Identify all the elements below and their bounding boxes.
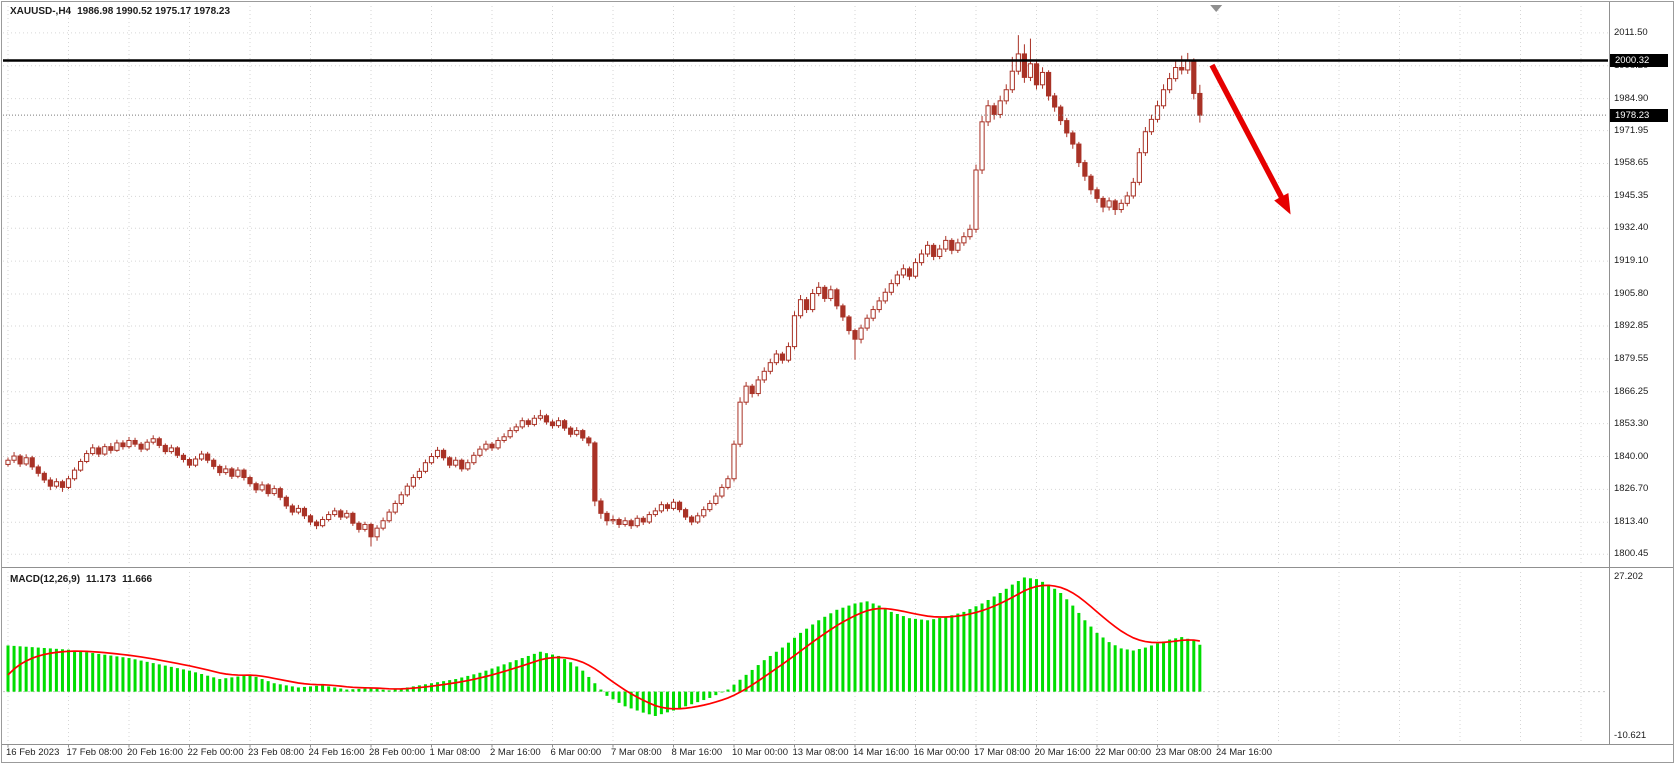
time-tick-label: 17 Mar 08:00 bbox=[974, 747, 1030, 758]
price-tick-label: 1971.95 bbox=[1614, 124, 1649, 136]
time-tick-label: 13 Mar 08:00 bbox=[792, 747, 849, 758]
macd-signal-value: 11.666 bbox=[122, 574, 153, 585]
panel-separators bbox=[2, 2, 1673, 745]
price-tick-label: 1892.85 bbox=[1614, 319, 1649, 331]
price-tick-label: 1826.70 bbox=[1614, 483, 1649, 495]
time-tick-label: 23 Mar 08:00 bbox=[1155, 747, 1212, 758]
price-tick-label: 1905.80 bbox=[1614, 288, 1649, 299]
hline-price-tag: 2000.32 bbox=[1610, 54, 1668, 68]
time-tick-label: 7 Mar 08:00 bbox=[611, 747, 662, 758]
candlestick-series bbox=[5, 35, 1203, 547]
time-tick-label: 22 Feb 00:00 bbox=[187, 747, 244, 758]
time-tick-label: 20 Mar 16:00 bbox=[1034, 747, 1091, 758]
price-tick-label: 1984.90 bbox=[1614, 92, 1649, 104]
time-tick-label: 10 Mar 00:00 bbox=[732, 747, 788, 758]
price-tick-label: 2011.50 bbox=[1614, 26, 1648, 38]
time-tick-label: 24 Feb 16:00 bbox=[308, 747, 365, 758]
time-tick-label: 17 Feb 08:00 bbox=[66, 747, 123, 758]
price-tick-label: 1945.35 bbox=[1614, 190, 1649, 202]
time-tick-label: 6 Mar 00:00 bbox=[550, 747, 602, 758]
price-tick-label: 1932.40 bbox=[1614, 222, 1649, 234]
chart-shift-marker[interactable] bbox=[1210, 5, 1223, 12]
macd-indicator-header: MACD(12,26,9) 11.173 11.666 bbox=[10, 574, 158, 585]
price-tick-label: 1853.30 bbox=[1614, 417, 1649, 429]
time-tick-label: 8 Mar 16:00 bbox=[671, 747, 723, 758]
macd-main-value: 11.173 bbox=[86, 574, 117, 585]
ohlc-values: 1986.98 1990.52 1975.17 1978.23 bbox=[77, 6, 231, 17]
macd-histogram bbox=[6, 577, 1202, 716]
macd-signal-line bbox=[7, 584, 1200, 710]
time-tick-label: 16 Feb 2023 bbox=[6, 747, 60, 758]
time-tick-label: 22 Mar 00:00 bbox=[1095, 747, 1151, 758]
time-tick-label: 16 Mar 00:00 bbox=[913, 747, 970, 758]
bid-price-tag: 1978.23 bbox=[1610, 108, 1668, 122]
time-tick-label: 20 Feb 16:00 bbox=[127, 747, 183, 758]
macd-label: MACD(12,26,9) bbox=[10, 574, 81, 585]
time-tick-label: 2 Mar 16:00 bbox=[490, 747, 541, 758]
symbol-ohlc-header: XAUUSD-,H4 1986.98 1990.52 1975.17 1978.2… bbox=[10, 6, 236, 17]
trend-arrow[interactable] bbox=[1209, 63, 1291, 215]
price-tick-label: 1919.10 bbox=[1614, 255, 1649, 267]
time-tick-label: 23 Feb 08:00 bbox=[248, 747, 304, 758]
time-tick-label: 28 Feb 00:00 bbox=[369, 747, 425, 758]
time-tick-label: 1 Mar 08:00 bbox=[429, 747, 481, 758]
macd-axis-max-label: 27.202 bbox=[1614, 571, 1644, 583]
price-tick-label: 1958.65 bbox=[1614, 157, 1649, 169]
symbol-period-label: XAUUSD-,H4 bbox=[10, 6, 72, 17]
price-tick-label: 1800.45 bbox=[1614, 548, 1649, 560]
time-tick-label: 14 Mar 16:00 bbox=[853, 747, 909, 758]
price-tick-label: 1840.00 bbox=[1614, 450, 1649, 462]
price-tick-label: 1866.25 bbox=[1614, 385, 1649, 397]
price-tick-label: 1813.40 bbox=[1614, 516, 1649, 528]
price-tick-label: 1879.55 bbox=[1614, 352, 1649, 364]
time-tick-label: 24 Mar 16:00 bbox=[1216, 747, 1272, 758]
macd-axis-min-label: -10.621 bbox=[1614, 730, 1647, 742]
